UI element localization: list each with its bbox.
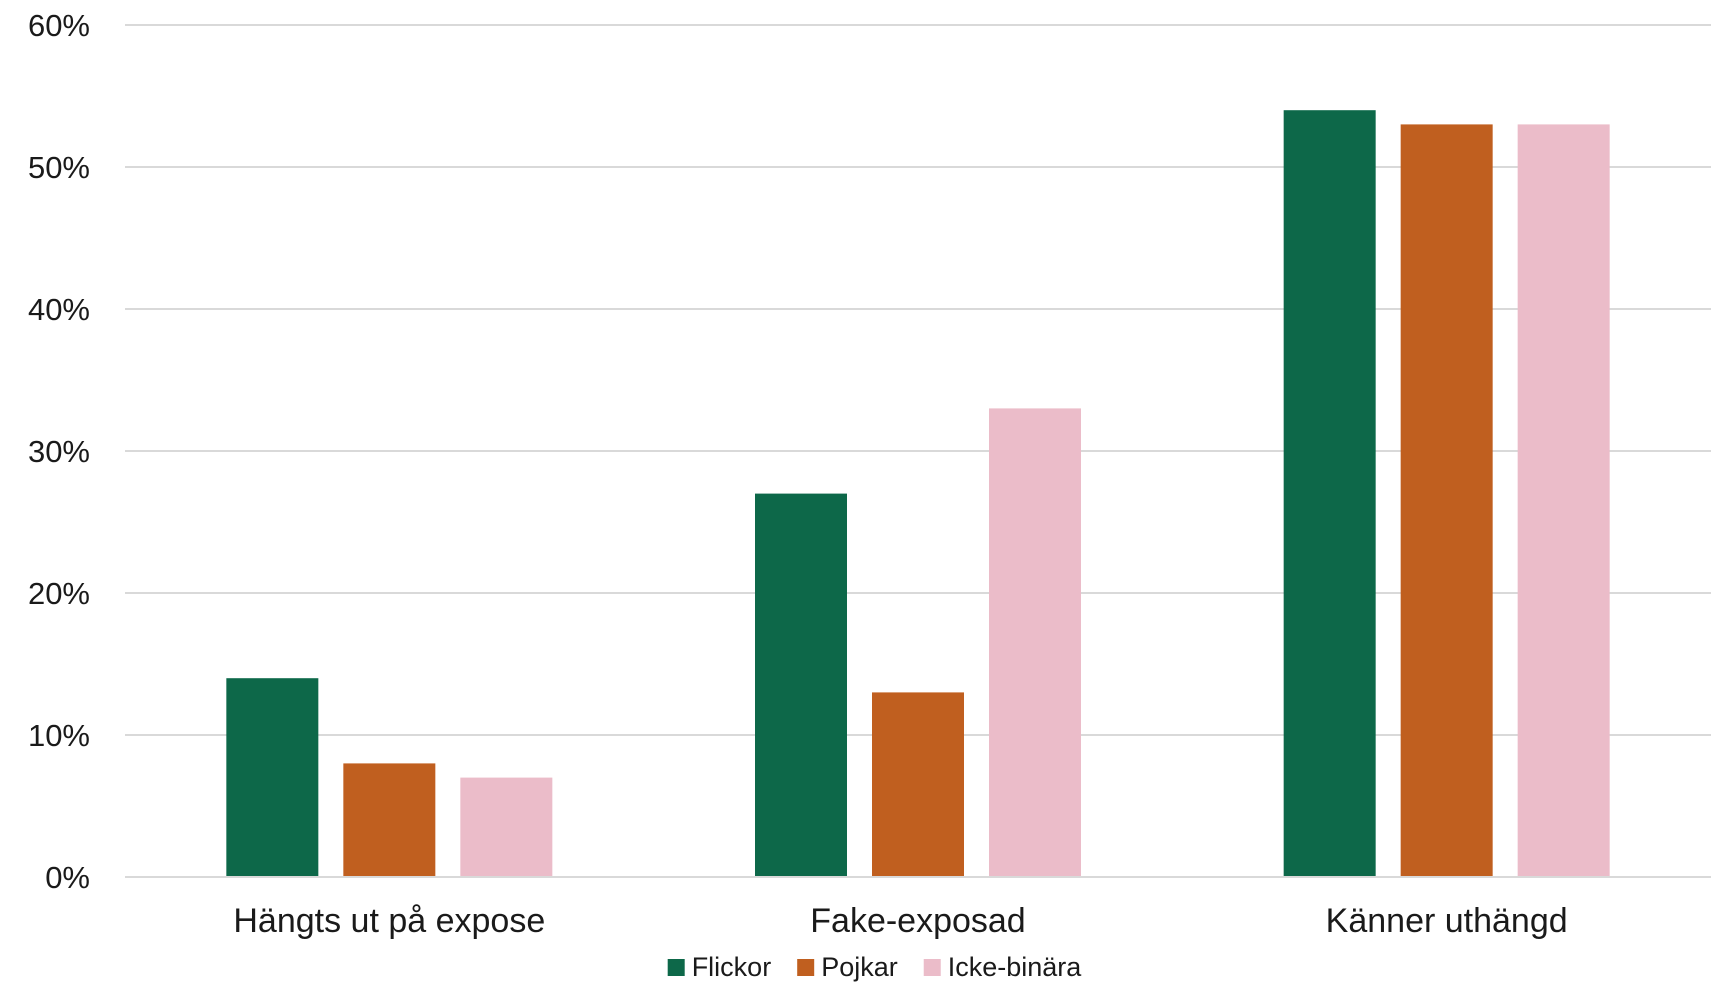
- bar-flickor-2: [1283, 110, 1376, 877]
- legend-swatch: [923, 959, 941, 976]
- legend-label: Icke-binära: [948, 952, 1083, 982]
- legend: Flickor Pojkar Icke-binära: [667, 952, 1083, 982]
- bar-pojkar-2: [1400, 124, 1493, 877]
- bar-icke-bin-ra-2: [1517, 124, 1610, 877]
- legend-item-icke-bin-ra: Icke-binära: [923, 952, 1083, 982]
- x-category-label: Hängts ut på expose: [233, 902, 545, 940]
- y-tick-label: 50%: [28, 150, 90, 185]
- bar-icke-bin-ra-1: [989, 408, 1081, 877]
- gridlines: [125, 24, 1711, 878]
- x-category-label: Fake-exposad: [810, 902, 1025, 940]
- bar-pojkar-0: [343, 763, 436, 877]
- y-tick-label: 0%: [45, 860, 90, 895]
- y-tick-label: 40%: [28, 292, 90, 327]
- bar-flickor-0: [226, 678, 319, 877]
- x-axis-category-labels: Hängts ut på expose Fake-exposad Känner ut…: [233, 902, 1567, 940]
- legend-label: Pojkar: [821, 952, 898, 982]
- legend-label: Flickor: [692, 952, 772, 982]
- legend-item-pojkar: Pojkar: [797, 952, 898, 982]
- legend-swatch: [667, 959, 685, 976]
- legend-swatch: [797, 959, 815, 976]
- y-axis-tick-labels: 0% 10% 20% 30% 40% 50% 60%: [28, 8, 90, 895]
- y-tick-label: 20%: [28, 576, 90, 611]
- bar-pojkar-1: [872, 692, 964, 877]
- y-tick-label: 60%: [28, 8, 90, 43]
- legend-item-flickor: Flickor: [667, 952, 772, 982]
- bar-icke-bin-ra-0: [460, 777, 553, 877]
- y-tick-label: 30%: [28, 434, 90, 469]
- bars: [125, 110, 1711, 878]
- y-tick-label: 10%: [28, 718, 90, 753]
- x-category-label: Känner uthängd: [1326, 902, 1568, 940]
- bar-flickor-1: [755, 493, 847, 877]
